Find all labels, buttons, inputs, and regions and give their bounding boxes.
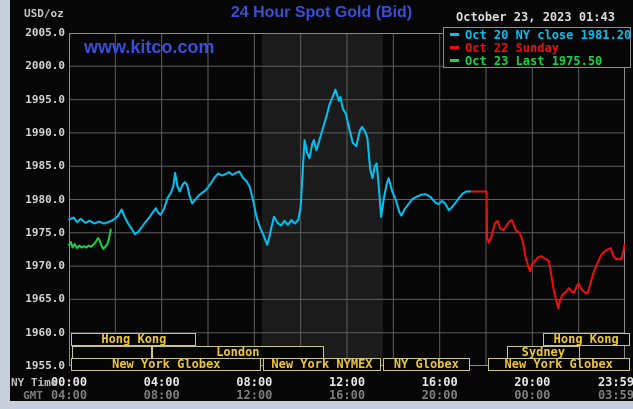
legend-entry: Oct 20 NY close 1981.20	[448, 28, 632, 42]
legend-line-marker	[450, 59, 459, 62]
ny-time-tick-label: 12:00	[328, 375, 366, 389]
y-axis-units-label: USD/oz	[24, 7, 64, 20]
y-tick-label: 2000.0	[25, 59, 65, 73]
gmt-axis-label: GMT	[23, 389, 43, 402]
y-tick-label: 1960.0	[25, 325, 65, 339]
ny-time-tick-label: 20:00	[514, 375, 551, 389]
price-line-oct-20-ny-close-1981-20	[68, 88, 473, 246]
legend-entry: Oct 23 Last 1975.50	[448, 55, 630, 68]
ny-time-tick-label: 00:00	[50, 375, 88, 389]
y-tick-label: 1970.0	[25, 259, 65, 273]
session-box-london: London	[151, 345, 324, 359]
y-tick-label: 1980.0	[25, 192, 65, 206]
legend: Oct 20 NY close 1981.20 Oct 22 Sunday Oct …	[443, 27, 631, 68]
session-box-ny-globex: NY Globex	[382, 358, 470, 371]
session-box-hong-kong: Hong Kong	[542, 333, 630, 346]
ny-time-tick-label: 23:59	[597, 375, 633, 389]
legend-line-marker	[450, 46, 459, 49]
legend-entry-label: Oct 23 Last 1975.50	[465, 54, 603, 68]
legend-entry-label: Oct 20 NY close 1981.20	[465, 28, 632, 42]
y-tick-label: 1955.0	[25, 359, 65, 372]
gmt-tick-label: 20:00	[421, 388, 458, 402]
gmt-tick-label: 16:00	[328, 388, 366, 402]
legend-line-marker	[450, 33, 459, 36]
legend-entry: Oct 22 Sunday	[448, 42, 630, 55]
session-box-new-york-globex: New York Globex	[71, 358, 262, 371]
kitco-watermark: www.kitco.com	[84, 37, 215, 57]
chart-datetime: October 23, 2023 01:43	[456, 10, 615, 24]
y-tick-label: 1975.0	[25, 225, 65, 239]
y-tick-label: 1985.0	[25, 159, 65, 173]
gmt-tick-label: 12:00	[236, 388, 273, 402]
ny-time-tick-label: 08:00	[236, 375, 273, 389]
session-box-new-york-nymex: New York NYMEX	[262, 358, 382, 371]
ny-time-axis-label: NY Time	[11, 376, 58, 389]
gmt-tick-label: 03:59	[597, 388, 633, 402]
page-title: 24 Hour Spot Gold (Bid)	[230, 4, 413, 21]
y-tick-label: 1995.0	[25, 92, 65, 106]
gmt-tick-label: 04:00	[50, 388, 88, 402]
y-tick-label: 1990.0	[25, 125, 65, 139]
chart-panel: USD/oz 24 Hour Spot Gold (Bid) www.kitco…	[10, 0, 633, 402]
price-line-oct-23-last-1975-50	[68, 228, 112, 250]
gmt-tick-label: 00:00	[514, 388, 551, 402]
gmt-tick-label: 08:00	[143, 388, 180, 402]
ny-time-tick-label: 04:00	[143, 375, 180, 389]
session-box	[72, 345, 152, 359]
session-box-new-york-globex: New York Globex	[487, 358, 630, 371]
y-tick-label: 1965.0	[25, 292, 65, 306]
ny-time-tick-label: 16:00	[421, 375, 458, 389]
session-box-hong-kong: Hong Kong	[71, 333, 197, 346]
session-box-sydney: Sydney	[506, 345, 580, 359]
y-tick-label: 2005.0	[25, 26, 65, 39]
price-line-oct-22-sunday	[470, 190, 626, 310]
legend-entry-label: Oct 22 Sunday	[465, 41, 559, 55]
